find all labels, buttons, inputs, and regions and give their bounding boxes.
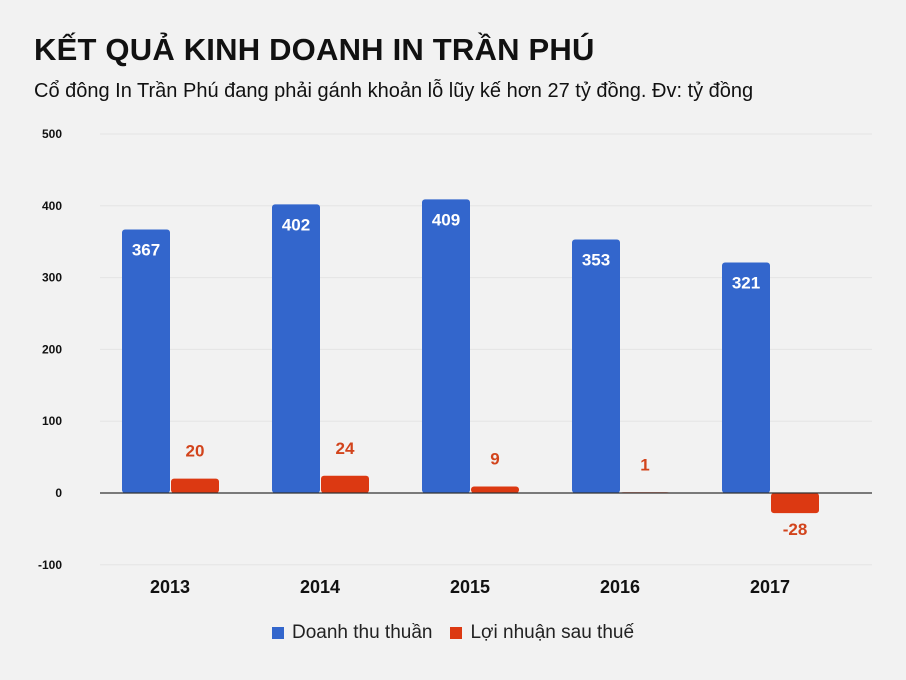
data-label-profit: 9 [490,450,499,469]
data-label-revenue: 367 [132,240,160,259]
x-tick-label: 2017 [750,577,790,597]
bar-revenue [272,204,320,493]
bar-profit [471,486,519,493]
bar-revenue [572,239,620,493]
chart-title: KẾT QUẢ KINH DOANH IN TRẦN PHÚ [34,32,595,67]
legend: Doanh thu thuần Lợi nhuận sau thuế [0,622,906,644]
y-tick-label: 100 [42,414,62,428]
legend-label-profit: Lợi nhuận sau thuế [470,622,635,643]
y-tick-label: 500 [42,127,62,141]
chart-subtitle: Cổ đông In Trần Phú đang phải gánh khoản… [34,80,754,102]
data-label-revenue: 321 [732,274,760,293]
bar-chart: 500 400 300 200 100 0 -100 367 20 2013 402 24 2014 40… [38,127,872,597]
y-tick-label: 0 [55,486,62,500]
bar-profit [771,493,819,514]
bar-revenue [422,199,470,493]
data-label-profit: 20 [186,442,205,461]
data-label-profit: 1 [640,455,649,474]
legend-swatch-profit [450,627,463,639]
data-label-revenue: 409 [432,210,460,229]
legend-swatch-revenue [271,627,284,639]
x-tick-label: 2013 [150,577,190,597]
data-label-profit: -28 [783,520,808,539]
bar-profit [321,475,369,493]
x-tick-label: 2015 [450,577,490,597]
y-tick-label: 300 [42,271,62,285]
data-label-revenue: 353 [582,251,610,270]
legend-item-revenue[interactable]: Doanh thu thuần [271,622,433,644]
bar-revenue [722,262,770,493]
data-label-profit: 24 [336,439,355,458]
x-tick-label: 2016 [600,577,640,597]
bar-profit [171,478,219,493]
y-tick-label: -100 [38,558,62,572]
x-tick-label: 2014 [300,577,340,597]
legend-label-revenue: Doanh thu thuần [291,622,433,643]
data-label-revenue: 402 [282,215,310,234]
y-tick-label: 200 [42,342,62,356]
y-tick-label: 400 [42,199,62,213]
legend-item-profit[interactable]: Lợi nhuận sau thuế [450,622,634,644]
bar-revenue [122,229,170,493]
